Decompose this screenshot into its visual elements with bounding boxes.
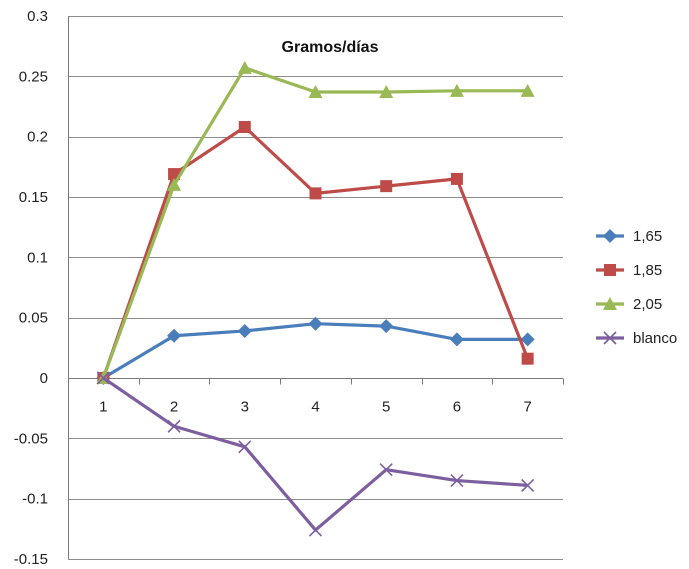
series-diamond <box>96 316 535 385</box>
data-point-cross <box>167 419 181 433</box>
legend-marker-square <box>604 264 616 276</box>
data-point-cross <box>238 440 252 454</box>
x-tick-label: 4 <box>311 399 319 416</box>
x-tick-label: 2 <box>170 399 178 416</box>
legend-marker-diamond <box>603 229 617 243</box>
data-point-cross <box>308 523 323 537</box>
y-tick-label: -0.1 <box>22 491 48 508</box>
data-point-diamond <box>379 319 394 334</box>
legend: 1,65 1,85 2,05 blanco <box>596 228 677 347</box>
y-tick-label: -0.15 <box>14 551 48 568</box>
y-tick-label: 0.1 <box>27 249 48 266</box>
legend-marker-cross <box>603 331 617 345</box>
data-point-triangle <box>237 60 252 74</box>
y-tick-label: 0.15 <box>19 189 48 206</box>
series-layer <box>96 60 535 537</box>
legend-item: 1,65 <box>596 228 662 245</box>
series-line <box>102 322 528 380</box>
data-point-square <box>521 352 534 365</box>
data-point-diamond <box>520 332 535 347</box>
data-point-cross <box>379 463 393 477</box>
data-point-triangle <box>308 85 323 99</box>
legend-item: 2,05 <box>596 296 662 313</box>
data-point-diamond <box>449 332 464 347</box>
y-axis-tick-labels: 0.3 0.25 0.2 0.15 0.1 0.05 0 -0.05 -0.1 -0.15 <box>14 8 48 568</box>
legend-label: 2,05 <box>633 296 662 313</box>
legend-label: blanco <box>633 330 677 347</box>
data-point-square <box>309 187 322 200</box>
x-tick-label: 3 <box>241 399 249 416</box>
x-axis: 1 2 3 4 5 6 7 <box>68 16 564 559</box>
legend-item: 1,85 <box>596 262 662 279</box>
data-point-diamond <box>167 328 182 343</box>
data-point-triangle <box>167 177 182 191</box>
legend-item: blanco <box>596 330 677 347</box>
x-tick-label: 1 <box>99 399 107 416</box>
data-point-triangle <box>520 83 535 97</box>
y-tick-label: 0.25 <box>19 68 48 85</box>
x-tick-label: 6 <box>453 399 461 416</box>
y-tick-label: 0 <box>40 370 48 387</box>
data-point-cross <box>450 474 464 488</box>
data-point-square <box>380 180 393 193</box>
y-tick-label: -0.05 <box>14 430 48 447</box>
series-square <box>97 121 534 384</box>
data-point-cross <box>96 371 110 385</box>
legend-label: 1,85 <box>633 262 662 279</box>
data-point-cross <box>521 478 535 492</box>
chart-title: Gramos/días <box>282 39 379 56</box>
data-point-square <box>238 121 251 134</box>
x-tick-label: 7 <box>523 399 531 416</box>
legend-marker-triangle <box>603 297 617 310</box>
series-line <box>101 66 528 379</box>
data-point-triangle <box>379 85 394 99</box>
data-point-diamond <box>237 323 252 338</box>
y-tick-label: 0.3 <box>27 8 48 25</box>
data-point-square <box>450 172 463 185</box>
series-cross <box>96 371 535 537</box>
y-tick-label: 0.05 <box>19 310 48 327</box>
legend-label: 1,65 <box>633 228 662 245</box>
data-point-diamond <box>308 316 323 331</box>
data-point-triangle <box>449 83 464 97</box>
y-tick-label: 0.2 <box>27 129 48 146</box>
x-tick-label: 5 <box>382 399 390 416</box>
series-triangle <box>96 60 535 384</box>
